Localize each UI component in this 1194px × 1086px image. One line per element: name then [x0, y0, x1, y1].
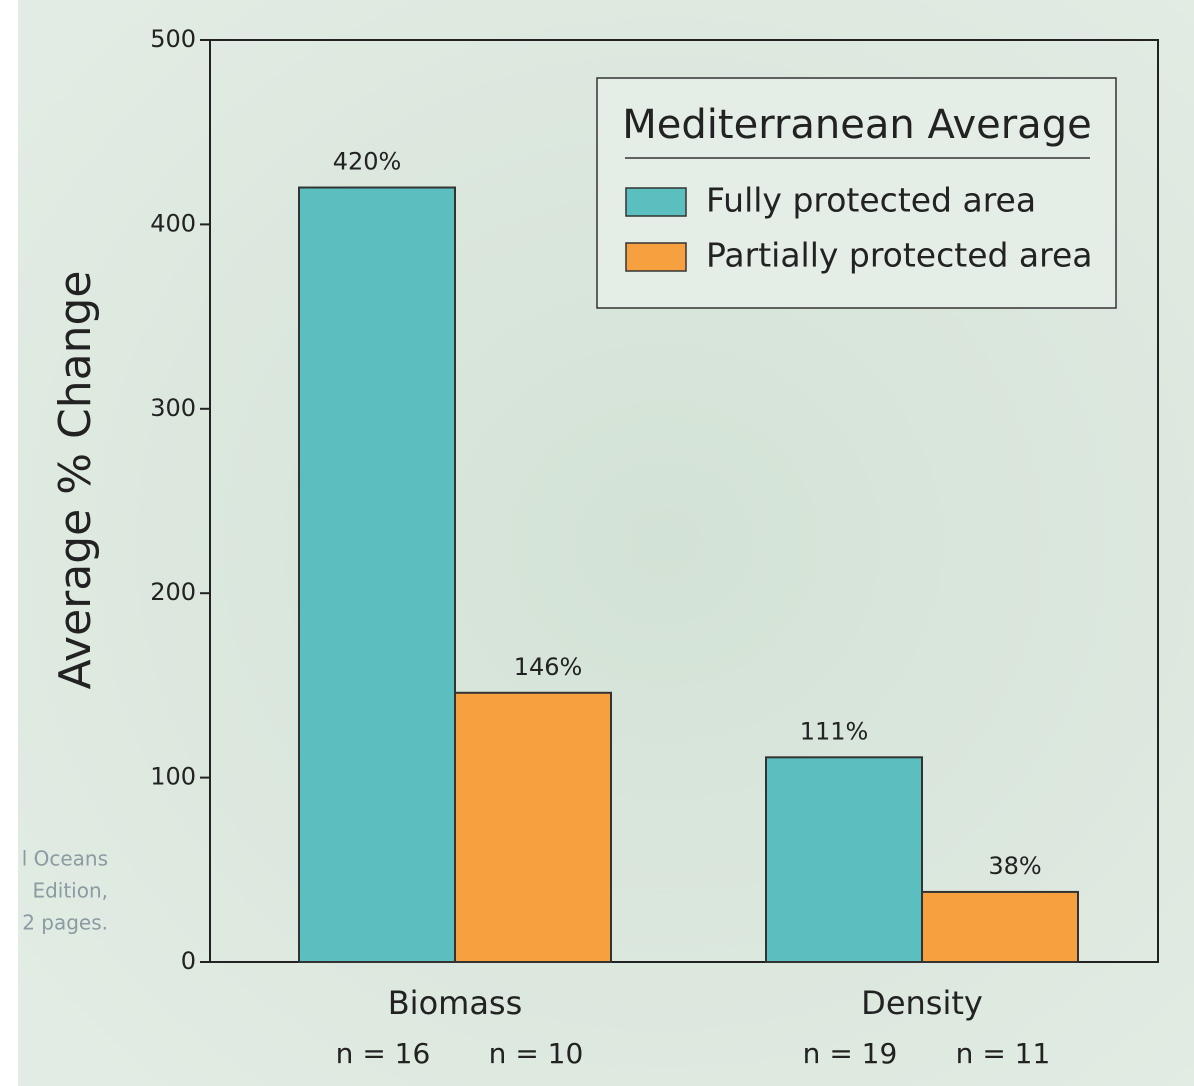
y-tick-label: 400: [150, 209, 196, 237]
side-note: Edition,: [32, 879, 108, 903]
y-tick-label: 100: [150, 763, 196, 791]
sample-size: n = 16: [336, 1037, 431, 1070]
value-label: 146%: [514, 653, 583, 681]
y-tick-label: 200: [150, 578, 196, 606]
legend-swatch: [625, 242, 687, 272]
y-tick-label: 300: [150, 394, 196, 422]
sample-size: n = 19: [803, 1037, 898, 1070]
plot-frame: [209, 39, 1159, 963]
sample-size: n = 11: [956, 1037, 1051, 1070]
side-note: 2 pages.: [22, 911, 108, 935]
x-tick-label: Density: [861, 984, 983, 1022]
side-note: l Oceans: [22, 847, 108, 871]
value-label: 111%: [800, 717, 869, 745]
value-label: 420%: [333, 148, 402, 176]
legend-title: Mediterranean Average: [622, 102, 1091, 148]
y-axis-title: Average % Change: [50, 271, 101, 690]
y-tick-label: 0: [181, 947, 196, 975]
legend-label: Partially protected area: [706, 236, 1093, 275]
legend-label: Fully protected area: [706, 181, 1036, 220]
y-tick-label: 500: [150, 25, 196, 53]
value-label: 38%: [988, 852, 1041, 880]
bar: [298, 186, 456, 963]
x-tick-label: Biomass: [388, 984, 523, 1022]
legend-swatch: [625, 187, 687, 217]
bar: [921, 890, 1079, 963]
sample-size: n = 10: [489, 1037, 584, 1070]
bar: [765, 756, 923, 963]
bar: [454, 691, 612, 963]
